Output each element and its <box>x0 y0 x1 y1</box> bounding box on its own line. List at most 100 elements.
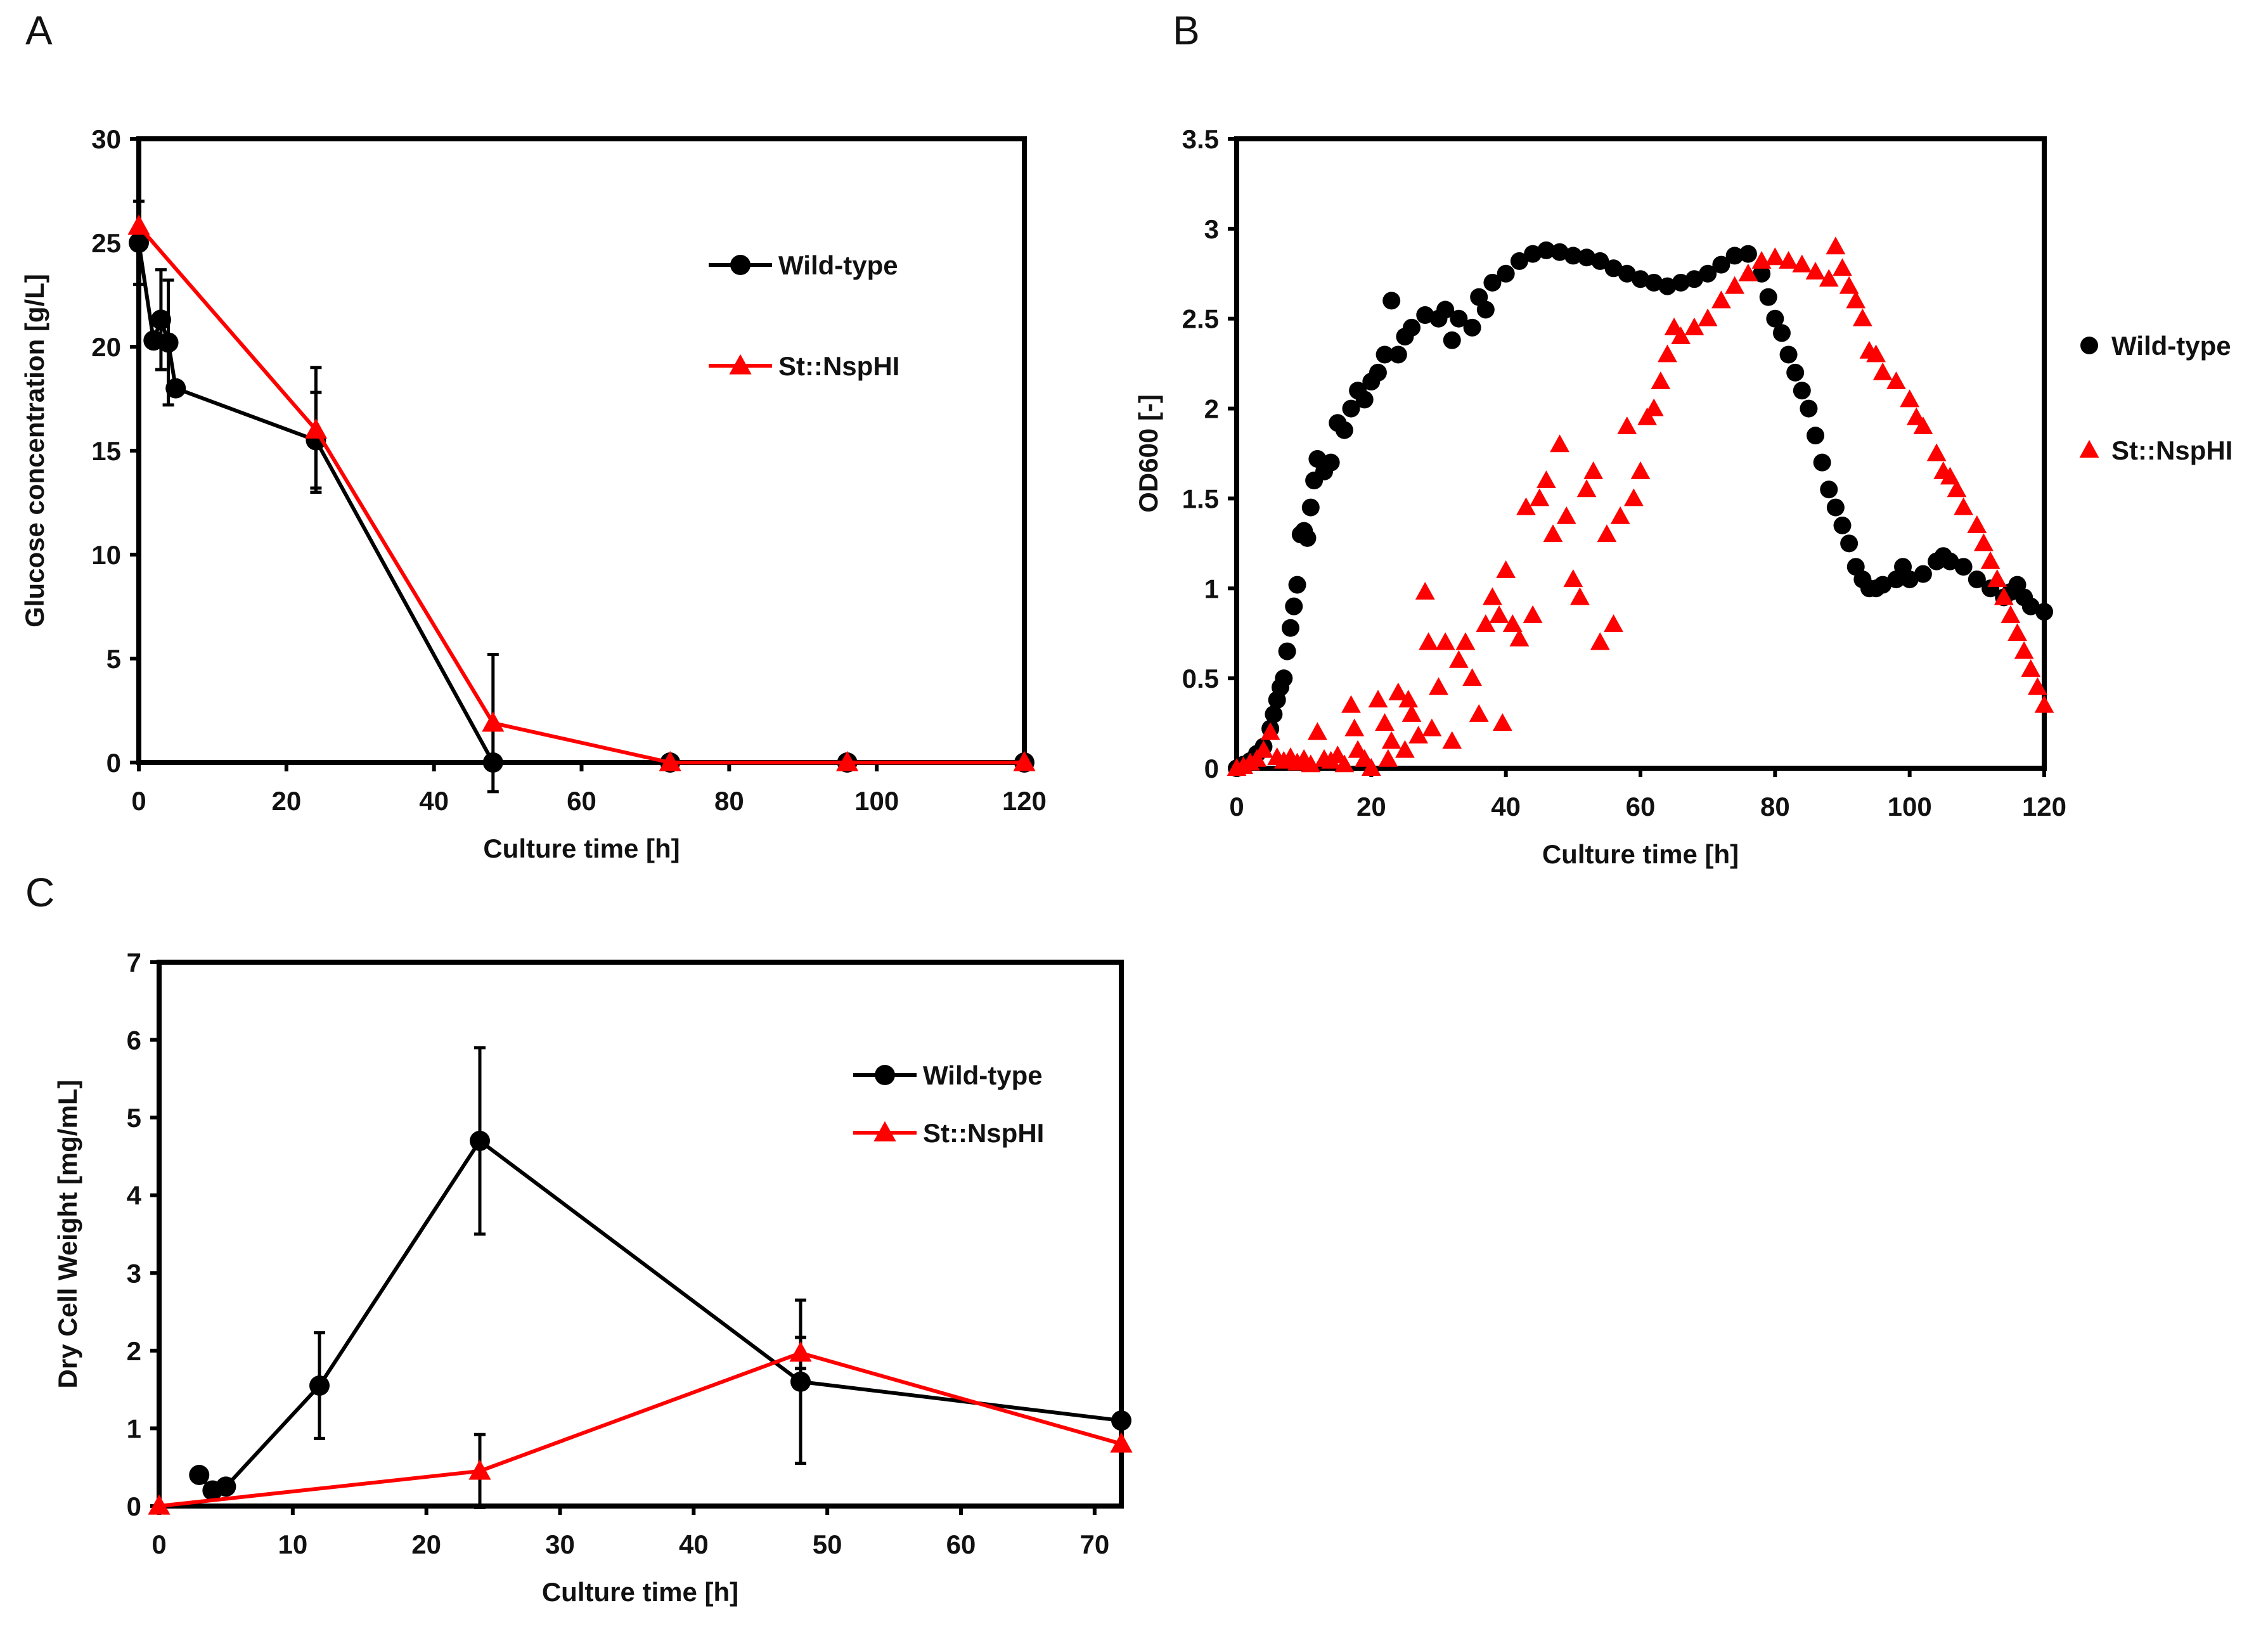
legend-st-nsphi-label: St::NspHI <box>923 1118 1044 1148</box>
st-nsphi-point <box>1462 668 1482 686</box>
wild-type-point <box>1739 245 1757 263</box>
wild-type-point <box>1416 306 1434 325</box>
y-axis-title: OD600 [-] <box>1133 394 1163 513</box>
st-nsphi-point <box>1469 704 1489 722</box>
wild-type-point <box>1685 270 1703 288</box>
panel-label-a: A <box>25 8 53 53</box>
st-nsphi-point <box>1846 290 1866 309</box>
x-tick-label: 80 <box>714 786 744 816</box>
st-nsphi-point <box>1496 560 1516 578</box>
st-nsphi-point <box>2007 623 2027 641</box>
st-nsphi-point <box>1583 461 1604 479</box>
st-nsphi-point <box>1013 750 1036 771</box>
st-nsphi-point <box>1419 632 1438 650</box>
wild-type-point <box>1807 427 1825 445</box>
wild-type-point <box>1658 277 1677 295</box>
wild-type-point <box>1335 421 1353 439</box>
st-nsphi-point <box>1866 344 1886 363</box>
st-nsphi-point <box>1610 506 1630 524</box>
wild-type-point <box>1712 255 1730 274</box>
wild-type-point <box>2035 603 2053 621</box>
wild-type-point <box>1699 264 1717 283</box>
st-nsphi-point <box>1429 677 1448 695</box>
y-tick-label: 1 <box>1204 574 1219 603</box>
wild-type-line <box>197 1138 1122 1493</box>
st-nsphi-point <box>1940 467 1960 485</box>
st-nsphi-point <box>1630 461 1651 479</box>
st-nsphi-point <box>1334 754 1355 773</box>
st-nsphi-point <box>1523 605 1543 623</box>
wild-type-point <box>1355 390 1374 409</box>
panel-a-glucose: 0 20 40 60 80 100 120 0 5 10 15 20 25 30 Culture time … <box>20 124 1047 863</box>
x-tick-label: 10 <box>278 1529 307 1559</box>
st-nsphi-point <box>1563 569 1583 588</box>
st-nsphi-point <box>1852 308 1872 326</box>
st-nsphi-point <box>836 750 859 771</box>
wild-type-point <box>1840 534 1859 553</box>
st-nsphi-point <box>1671 326 1691 345</box>
wild-type-point <box>1111 1410 1131 1431</box>
wild-type-point <box>1285 597 1303 615</box>
y-tick-label: 0.5 <box>1182 664 1219 693</box>
st-nsphi-point <box>1980 551 2001 569</box>
st-nsphi-point <box>1381 731 1401 749</box>
x-axis-title: Culture time [h] <box>1542 839 1739 869</box>
wild-type-point <box>1772 324 1791 342</box>
legend-wild-type-label: Wild-type <box>923 1060 1043 1090</box>
wild-type-point <box>1403 318 1421 337</box>
st-nsphi-point <box>1308 722 1327 740</box>
wild-type-point <box>1281 619 1299 637</box>
plot-frame <box>1234 136 2047 771</box>
st-nsphi-point <box>1415 582 1435 600</box>
wild-type-point <box>1301 498 1320 517</box>
st-nsphi-point <box>482 711 505 732</box>
legend-wild-type-label: Wild-type <box>2111 331 2231 361</box>
wild-type-point <box>1591 252 1609 270</box>
wild-type-point <box>1389 345 1407 364</box>
st-nsphi-point <box>1947 479 1967 498</box>
st-nsphi-point <box>2014 641 2034 659</box>
legend-wild-type-marker <box>730 255 751 275</box>
wild-type-point <box>158 332 179 353</box>
wild-type-point <box>1618 264 1636 283</box>
wild-type-point <box>1604 259 1623 278</box>
st-nsphi-point <box>1442 731 1462 749</box>
st-nsphi-point <box>1398 690 1419 708</box>
wild-type-point <box>150 309 171 330</box>
st-nsphi-point <box>2001 605 2021 623</box>
x-axis-title: Culture time [h] <box>542 1577 738 1607</box>
st-nsphi-line <box>137 224 1024 764</box>
st-nsphi-point <box>1987 569 2007 588</box>
wild-type-point <box>1578 248 1596 267</box>
st-nsphi-point <box>1536 470 1556 489</box>
x-tick-label: 20 <box>1356 792 1386 821</box>
wild-type-point <box>1820 480 1838 499</box>
st-nsphi-point <box>2021 659 2041 677</box>
wild-type-line <box>137 242 1024 764</box>
st-nsphi-point <box>1422 718 1442 737</box>
wild-type-point <box>1564 247 1582 265</box>
wild-type-point <box>1322 453 1340 472</box>
st-nsphi-point <box>1576 479 1597 498</box>
st-nsphi-point <box>127 214 150 235</box>
st-nsphi-point <box>1604 614 1623 632</box>
wild-type-point <box>1941 552 1959 570</box>
st-nsphi-point <box>1623 488 1644 506</box>
st-nsphi-point <box>1926 443 1947 461</box>
st-nsphi-point <box>1900 389 1920 408</box>
st-nsphi-point <box>1826 236 1846 255</box>
y-tick-label: 5 <box>106 644 121 674</box>
st-nsphi-point <box>1543 524 1563 543</box>
x-tick-label: 60 <box>946 1529 976 1559</box>
y-tick-label: 20 <box>91 332 121 362</box>
y-tick-label: 0 <box>106 748 121 778</box>
wild-type-point <box>1725 247 1744 265</box>
y-tick-label: 2.5 <box>1182 304 1219 334</box>
st-nsphi-line <box>158 1351 1122 1508</box>
panel-c-dry-cell-weight: 0 10 20 30 40 50 60 70 0 1 2 3 4 5 6 7 Culture time [h] D… <box>53 948 1133 1607</box>
wild-type-point <box>1275 669 1293 688</box>
wild-type-point <box>1672 273 1690 292</box>
wild-type-point <box>1766 309 1784 328</box>
st-nsphi-point <box>1455 632 1476 650</box>
wild-type-point <box>1813 453 1831 472</box>
